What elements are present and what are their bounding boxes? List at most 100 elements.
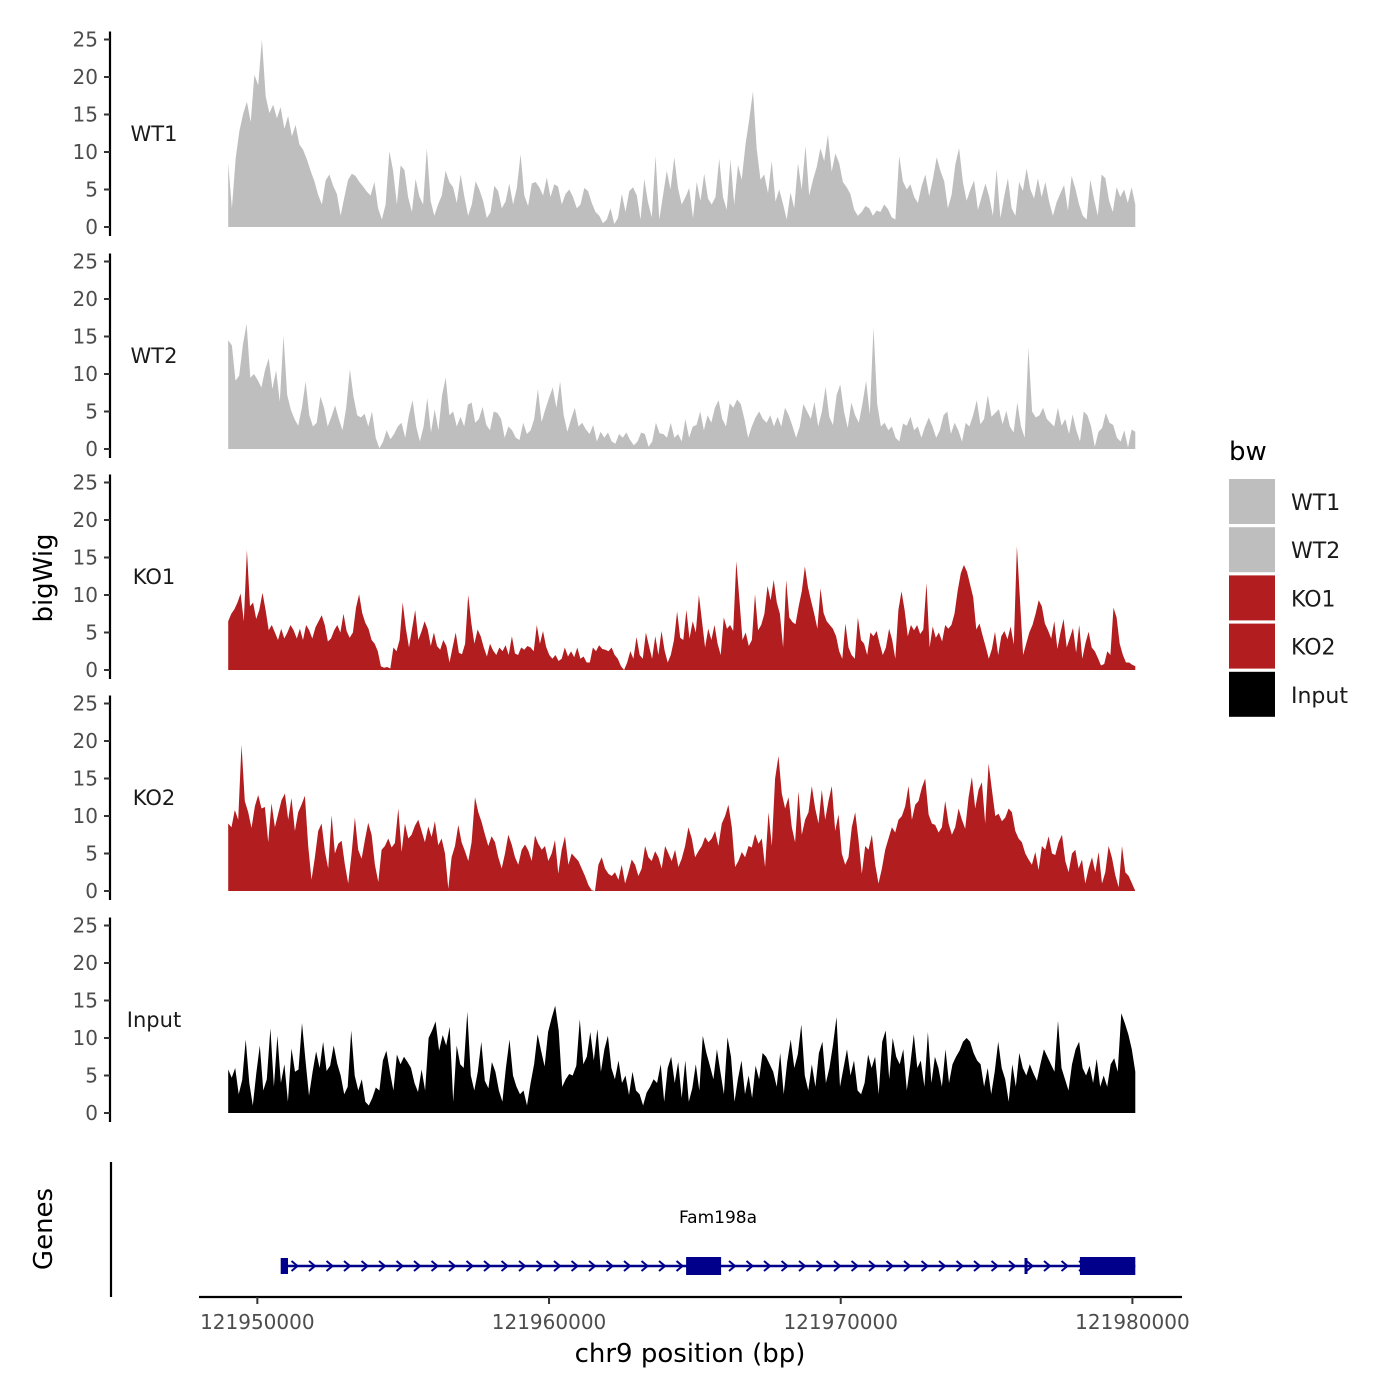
gene-exon	[1079, 1257, 1136, 1275]
y-tick-label: 5	[85, 1064, 98, 1088]
coverage-area-ko1	[228, 546, 1136, 670]
x-axis-title: chr9 position (bp)	[575, 1339, 806, 1369]
y-tick-label: 10	[73, 140, 98, 164]
strand-arrow	[378, 1260, 387, 1272]
panel-wt1: 0 5 10 15 20 25 WT1	[73, 28, 1136, 239]
legend-swatch-wt1	[1229, 479, 1275, 524]
strand-arrow	[588, 1260, 597, 1272]
genes-axis-title: Genes	[29, 1188, 59, 1270]
track-label-ko1: KO1	[133, 565, 176, 589]
coverage-area-wt2	[228, 323, 1136, 449]
strand-arrow	[325, 1260, 335, 1272]
strand-arrow	[308, 1260, 317, 1272]
strand-arrow	[850, 1260, 860, 1272]
gene-exon	[1024, 1258, 1028, 1274]
legend-label-ko2: KO2	[1291, 636, 1336, 661]
x-tick-label: 121970000	[783, 1310, 898, 1334]
strand-arrow	[938, 1260, 947, 1272]
strand-arrow	[658, 1260, 667, 1272]
y-tick-label: 20	[73, 287, 98, 311]
strand-arrow	[745, 1260, 755, 1272]
strand-arrow	[763, 1260, 772, 1272]
strand-arrow	[290, 1260, 300, 1272]
strand-arrow	[885, 1260, 895, 1272]
legend-label-wt1: WT1	[1291, 491, 1340, 516]
strand-arrow	[518, 1260, 527, 1272]
coverage-panels: 0 5 10 15 20 25 WT1 0 5 10 15 20 25 WT2 0 5 10 15 20 25 KO1 0…	[73, 28, 1136, 1125]
strand-arrow	[448, 1260, 457, 1272]
strand-arrow	[1043, 1260, 1052, 1272]
coverage-area-wt1	[228, 39, 1136, 227]
strand-arrow	[1025, 1260, 1035, 1272]
strand-arrow	[465, 1260, 475, 1272]
y-tick-label: 0	[85, 215, 98, 239]
x-axis-ticks: 121950000 121960000 121970000 121980000	[200, 1297, 1190, 1334]
y-tick-label: 25	[73, 692, 98, 716]
y-tick-label: 20	[73, 65, 98, 89]
y-tick-label: 15	[73, 546, 98, 570]
legend-swatch-ko1	[1229, 575, 1275, 621]
y-tick-label: 10	[73, 583, 98, 607]
strand-arrow	[780, 1260, 790, 1272]
panel-wt2: 0 5 10 15 20 25 WT2	[73, 250, 1136, 461]
strand-arrow	[868, 1260, 877, 1272]
y-tick-label: 20	[73, 729, 98, 753]
strand-arrow	[798, 1260, 807, 1272]
strand-arrow	[833, 1260, 842, 1272]
y-tick-label: 20	[73, 951, 98, 975]
legend-swatch-wt2	[1229, 527, 1275, 573]
strand-arrow	[535, 1260, 545, 1272]
y-tick-label: 15	[73, 325, 98, 349]
legend-label-wt2: WT2	[1291, 539, 1340, 564]
y-tick-label: 0	[85, 658, 98, 682]
strand-arrow	[640, 1260, 650, 1272]
coverage-area-ko2	[228, 744, 1136, 891]
legend-title: bw	[1229, 437, 1267, 467]
x-axis: 121950000 121960000 121970000 121980000 chr…	[199, 1295, 1190, 1369]
y-tick-label: 15	[73, 767, 98, 791]
strand-arrow	[605, 1260, 615, 1272]
gene-track-panel: Genes Fam198a	[29, 1162, 1136, 1297]
strand-arrow	[570, 1260, 580, 1272]
y-tick-label: 10	[73, 1026, 98, 1050]
gene-model	[280, 1257, 1136, 1275]
strand-arrow	[343, 1260, 352, 1272]
y-tick-label: 10	[73, 804, 98, 828]
gene-exon	[686, 1257, 722, 1275]
strand-arrow	[903, 1260, 912, 1272]
y-tick-label: 25	[73, 28, 98, 52]
strand-arrow	[483, 1260, 492, 1272]
track-label-wt1: WT1	[131, 122, 178, 146]
strand-arrow	[990, 1260, 1000, 1272]
y-tick-label: 20	[73, 508, 98, 532]
y-tick-label: 0	[85, 879, 98, 903]
y-tick-label: 25	[73, 471, 98, 495]
legend-swatch-input	[1229, 671, 1275, 717]
strand-arrow	[675, 1260, 685, 1272]
panel-ko2: 0 5 10 15 20 25 KO2	[73, 692, 1136, 903]
gene-exon	[280, 1258, 288, 1274]
strand-arrow	[553, 1260, 562, 1272]
legend-entries: WT1 WT2 KO1 KO2 Input	[1229, 479, 1348, 717]
x-tick-label: 121960000	[492, 1310, 607, 1334]
strand-arrow	[360, 1260, 370, 1272]
y-tick-label: 5	[85, 178, 98, 202]
y-axis-title: bigWig	[29, 533, 59, 622]
track-label-ko2: KO2	[133, 786, 176, 810]
legend: bw WT1 WT2 KO1 KO2 Input	[1229, 437, 1348, 717]
y-tick-label: 0	[85, 437, 98, 461]
strand-arrow	[1008, 1260, 1017, 1272]
strand-arrow	[413, 1260, 422, 1272]
y-tick-label: 10	[73, 362, 98, 386]
strand-arrow	[920, 1260, 930, 1272]
legend-label-ko1: KO1	[1291, 587, 1336, 612]
y-tick-label: 25	[73, 914, 98, 938]
track-label-wt2: WT2	[131, 344, 178, 368]
legend-swatch-ko2	[1229, 623, 1275, 669]
strand-arrow	[955, 1260, 965, 1272]
x-tick-label: 121980000	[1075, 1310, 1190, 1334]
y-tick-label: 5	[85, 621, 98, 645]
x-tick-label: 121950000	[200, 1310, 315, 1334]
